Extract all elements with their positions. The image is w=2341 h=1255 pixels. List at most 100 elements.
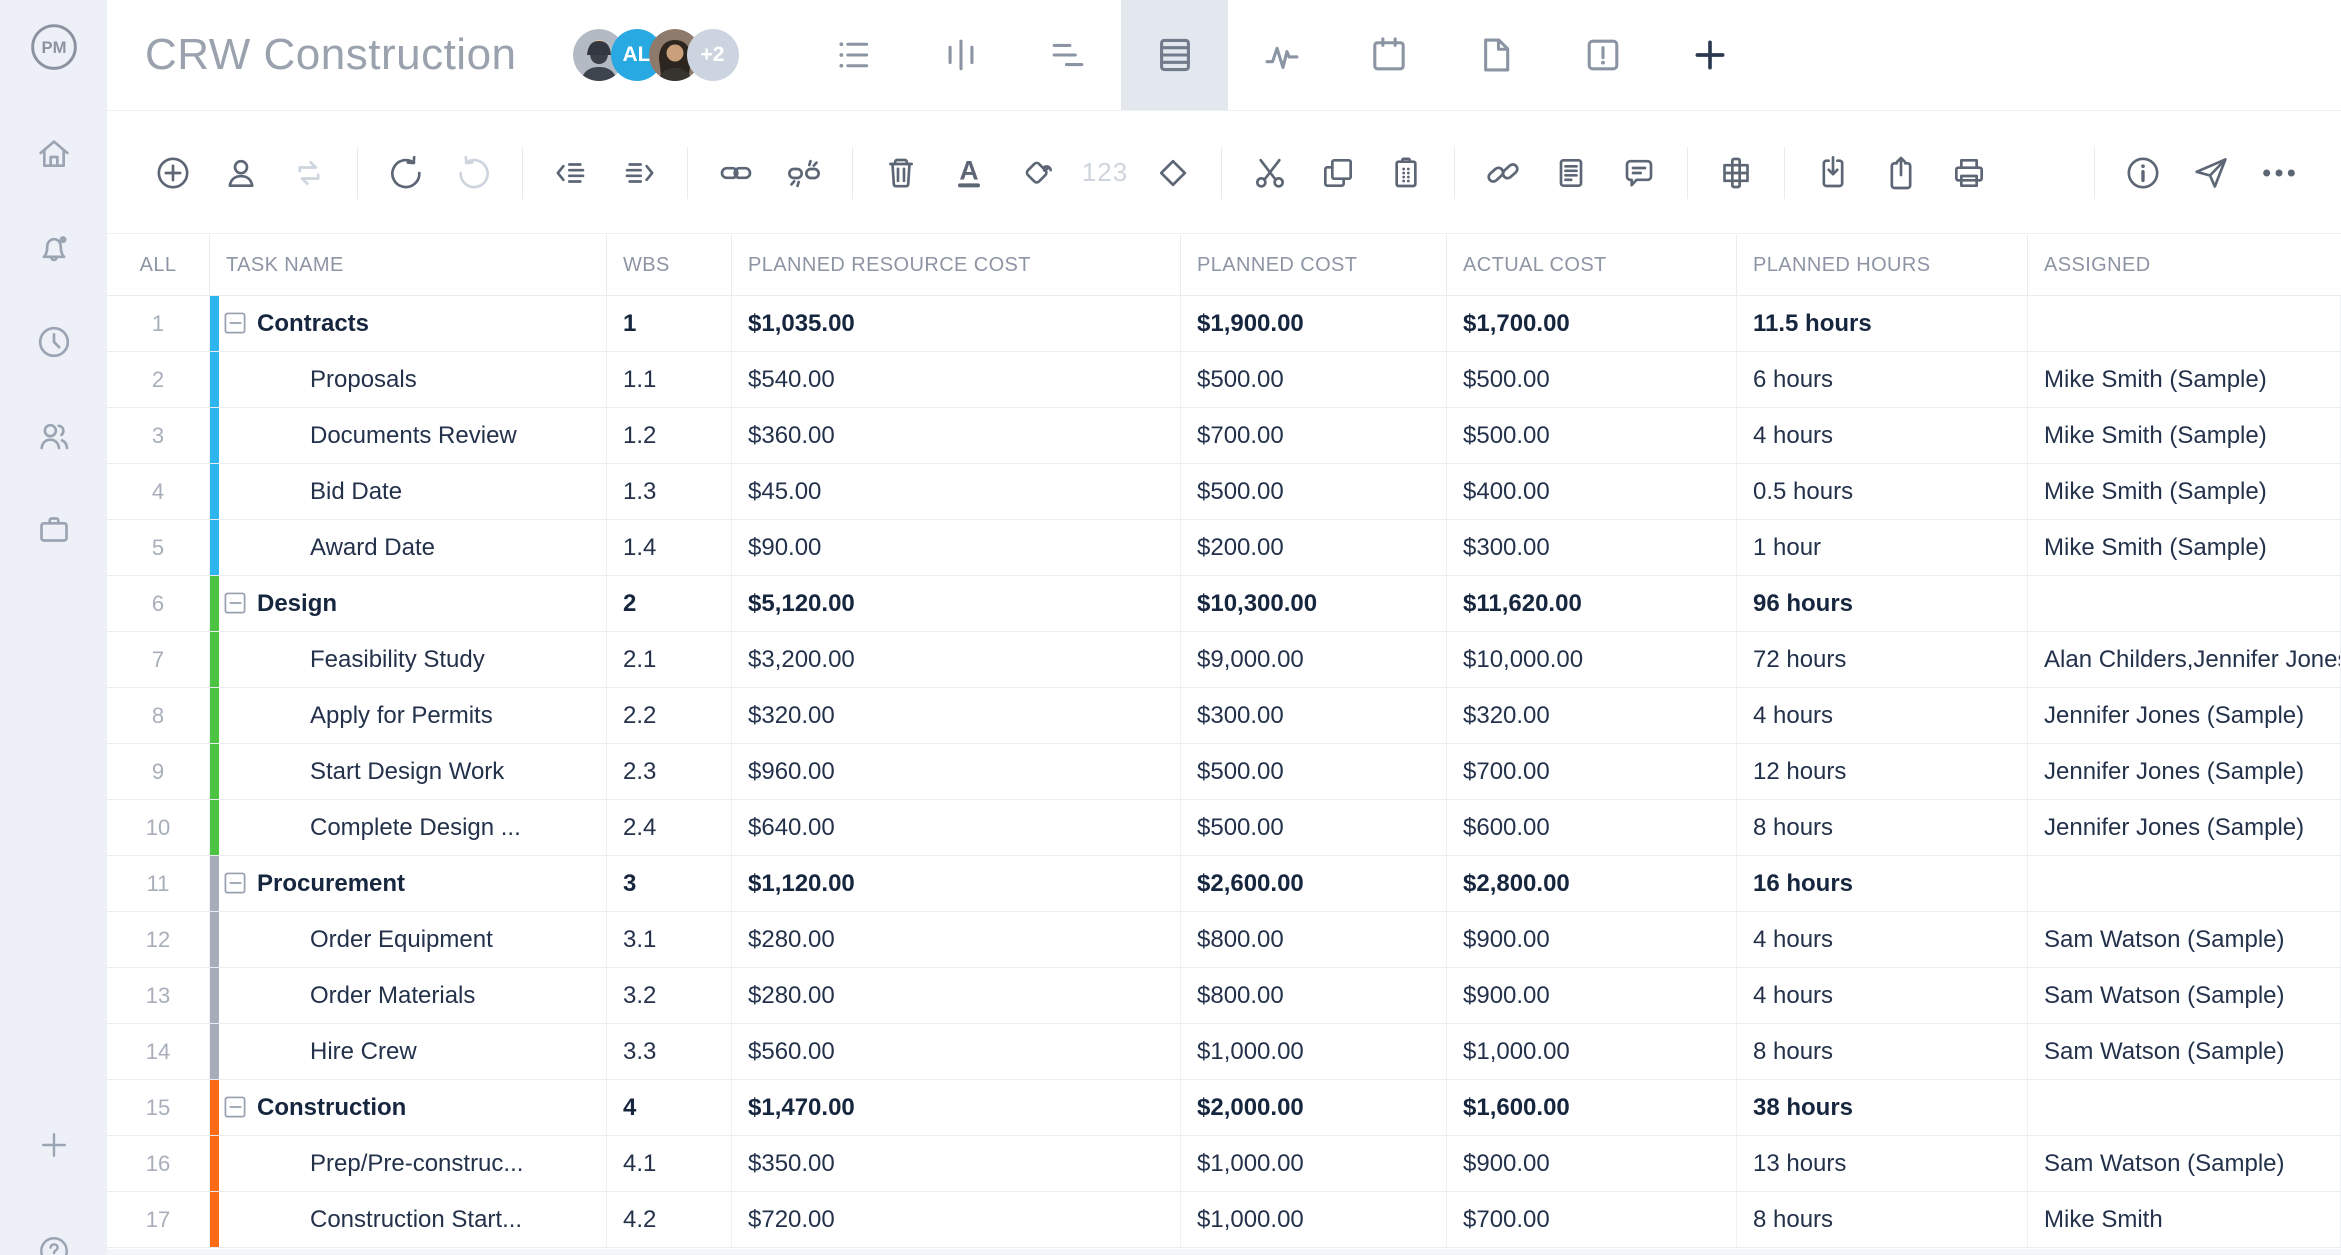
indent-button[interactable] — [619, 153, 659, 193]
cell-task-name[interactable]: Complete Design ... — [210, 800, 607, 855]
cell-assigned[interactable] — [2028, 296, 2341, 351]
cell-planned-hours[interactable]: 12 hours — [1737, 744, 2028, 799]
column-header-planned-cost[interactable]: PLANNED COST — [1181, 235, 1447, 295]
cell-planned-resource-cost[interactable]: $360.00 — [732, 408, 1181, 463]
cell-actual-cost[interactable]: $700.00 — [1447, 1192, 1737, 1247]
cell-planned-cost[interactable]: $1,000.00 — [1181, 1136, 1447, 1191]
cell-planned-cost[interactable]: $1,000.00 — [1181, 1192, 1447, 1247]
row-number[interactable]: 9 — [107, 744, 210, 799]
copy-button[interactable] — [1318, 153, 1358, 193]
cell-actual-cost[interactable]: $900.00 — [1447, 968, 1737, 1023]
collapse-toggle[interactable] — [224, 312, 247, 335]
comment-button[interactable] — [1619, 153, 1659, 193]
assign-user-button[interactable] — [221, 153, 261, 193]
cell-planned-hours[interactable]: 96 hours — [1737, 576, 2028, 631]
cell-wbs[interactable]: 2.4 — [607, 800, 732, 855]
cell-assigned[interactable] — [2028, 856, 2341, 911]
sidebar-plus-button[interactable] — [36, 1127, 72, 1163]
cell-wbs[interactable]: 3.1 — [607, 912, 732, 967]
cell-wbs[interactable]: 4.1 — [607, 1136, 732, 1191]
tab-activity-view[interactable] — [1228, 0, 1335, 110]
tab-sheet-view[interactable] — [1121, 0, 1228, 110]
cell-planned-resource-cost[interactable]: $320.00 — [732, 688, 1181, 743]
cell-wbs[interactable]: 1 — [607, 296, 732, 351]
cell-wbs[interactable]: 1.3 — [607, 464, 732, 519]
unlink-task-button[interactable] — [784, 153, 824, 193]
outdent-button[interactable] — [551, 153, 591, 193]
more-button[interactable] — [2259, 153, 2299, 193]
cell-assigned[interactable]: Mike Smith — [2028, 1192, 2341, 1247]
delete-button[interactable] — [881, 153, 921, 193]
cell-planned-cost[interactable]: $500.00 — [1181, 352, 1447, 407]
cell-planned-cost[interactable]: $500.00 — [1181, 464, 1447, 519]
undo-button[interactable] — [386, 153, 426, 193]
cell-task-name[interactable]: Construction — [210, 1080, 607, 1135]
add-task-button[interactable] — [153, 153, 193, 193]
sidebar-help-button[interactable] — [36, 1233, 72, 1255]
avatar-overflow[interactable]: +2 — [686, 29, 739, 81]
collapse-toggle[interactable] — [224, 872, 247, 895]
cell-task-name[interactable]: Apply for Permits — [210, 688, 607, 743]
column-header-planned-resource-cost[interactable]: PLANNED RESOURCE COST — [732, 235, 1181, 295]
cell-assigned[interactable]: Jennifer Jones (Sample) — [2028, 800, 2341, 855]
cell-planned-hours[interactable]: 4 hours — [1737, 688, 2028, 743]
tab-list-view[interactable] — [800, 0, 907, 110]
recurring-button[interactable] — [289, 153, 329, 193]
cell-planned-resource-cost[interactable]: $720.00 — [732, 1192, 1181, 1247]
cell-planned-hours[interactable]: 4 hours — [1737, 408, 2028, 463]
row-number[interactable]: 14 — [107, 1024, 210, 1079]
sidebar-people-button[interactable] — [34, 416, 74, 456]
cell-planned-hours[interactable]: 8 hours — [1737, 800, 2028, 855]
horizontal-scroll-track[interactable] — [107, 1249, 2341, 1255]
cell-planned-resource-cost[interactable]: $640.00 — [732, 800, 1181, 855]
tab-board-view[interactable] — [907, 0, 1014, 110]
cell-planned-cost[interactable]: $800.00 — [1181, 912, 1447, 967]
cell-planned-resource-cost[interactable]: $1,470.00 — [732, 1080, 1181, 1135]
cell-actual-cost[interactable]: $1,600.00 — [1447, 1080, 1737, 1135]
sidebar-clock-button[interactable] — [34, 322, 74, 362]
cell-planned-hours[interactable]: 0.5 hours — [1737, 464, 2028, 519]
cell-actual-cost[interactable]: $700.00 — [1447, 744, 1737, 799]
column-header-actual-cost[interactable]: ACTUAL COST — [1447, 235, 1737, 295]
cell-planned-cost[interactable]: $300.00 — [1181, 688, 1447, 743]
cell-planned-cost[interactable]: $500.00 — [1181, 800, 1447, 855]
cell-assigned[interactable]: Alan Childers,Jennifer Jones (Sample) — [2028, 632, 2341, 687]
cell-wbs[interactable]: 1.2 — [607, 408, 732, 463]
cell-planned-cost[interactable]: $500.00 — [1181, 744, 1447, 799]
column-header-wbs[interactable]: WBS — [607, 235, 732, 295]
cell-wbs[interactable]: 4 — [607, 1080, 732, 1135]
cell-task-name[interactable]: Bid Date — [210, 464, 607, 519]
cell-wbs[interactable]: 2.2 — [607, 688, 732, 743]
cell-planned-cost[interactable]: $2,000.00 — [1181, 1080, 1447, 1135]
row-number[interactable]: 1 — [107, 296, 210, 351]
cell-planned-hours[interactable]: 16 hours — [1737, 856, 2028, 911]
cell-planned-resource-cost[interactable]: $3,200.00 — [732, 632, 1181, 687]
print-button[interactable] — [1949, 153, 1989, 193]
cell-planned-cost[interactable]: $2,600.00 — [1181, 856, 1447, 911]
cell-planned-hours[interactable]: 8 hours — [1737, 1024, 2028, 1079]
cell-actual-cost[interactable]: $1,700.00 — [1447, 296, 1737, 351]
avatar-2[interactable] — [648, 29, 701, 81]
cell-task-name[interactable]: Hire Crew — [210, 1024, 607, 1079]
cell-planned-hours[interactable]: 8 hours — [1737, 1192, 2028, 1247]
row-number[interactable]: 3 — [107, 408, 210, 463]
cell-planned-hours[interactable]: 38 hours — [1737, 1080, 2028, 1135]
collapse-toggle[interactable] — [224, 1096, 247, 1119]
cell-planned-resource-cost[interactable]: $280.00 — [732, 968, 1181, 1023]
select-all-header[interactable]: ALL — [107, 235, 210, 295]
cell-actual-cost[interactable]: $900.00 — [1447, 912, 1737, 967]
avatar-group[interactable]: AL +2 — [572, 29, 739, 81]
cell-actual-cost[interactable]: $1,000.00 — [1447, 1024, 1737, 1079]
row-number[interactable]: 12 — [107, 912, 210, 967]
cell-planned-hours[interactable]: 11.5 hours — [1737, 296, 2028, 351]
cell-task-name[interactable]: Construction Start... — [210, 1192, 607, 1247]
cell-planned-hours[interactable]: 6 hours — [1737, 352, 2028, 407]
cell-planned-hours[interactable]: 1 hour — [1737, 520, 2028, 575]
cell-assigned[interactable]: Sam Watson (Sample) — [2028, 1024, 2341, 1079]
cell-wbs[interactable]: 3 — [607, 856, 732, 911]
cut-button[interactable] — [1250, 153, 1290, 193]
number-format-button[interactable]: 123 — [1082, 153, 1127, 193]
share-button[interactable] — [2191, 153, 2231, 193]
cell-assigned[interactable]: Mike Smith (Sample) — [2028, 520, 2341, 575]
cell-planned-resource-cost[interactable]: $560.00 — [732, 1024, 1181, 1079]
